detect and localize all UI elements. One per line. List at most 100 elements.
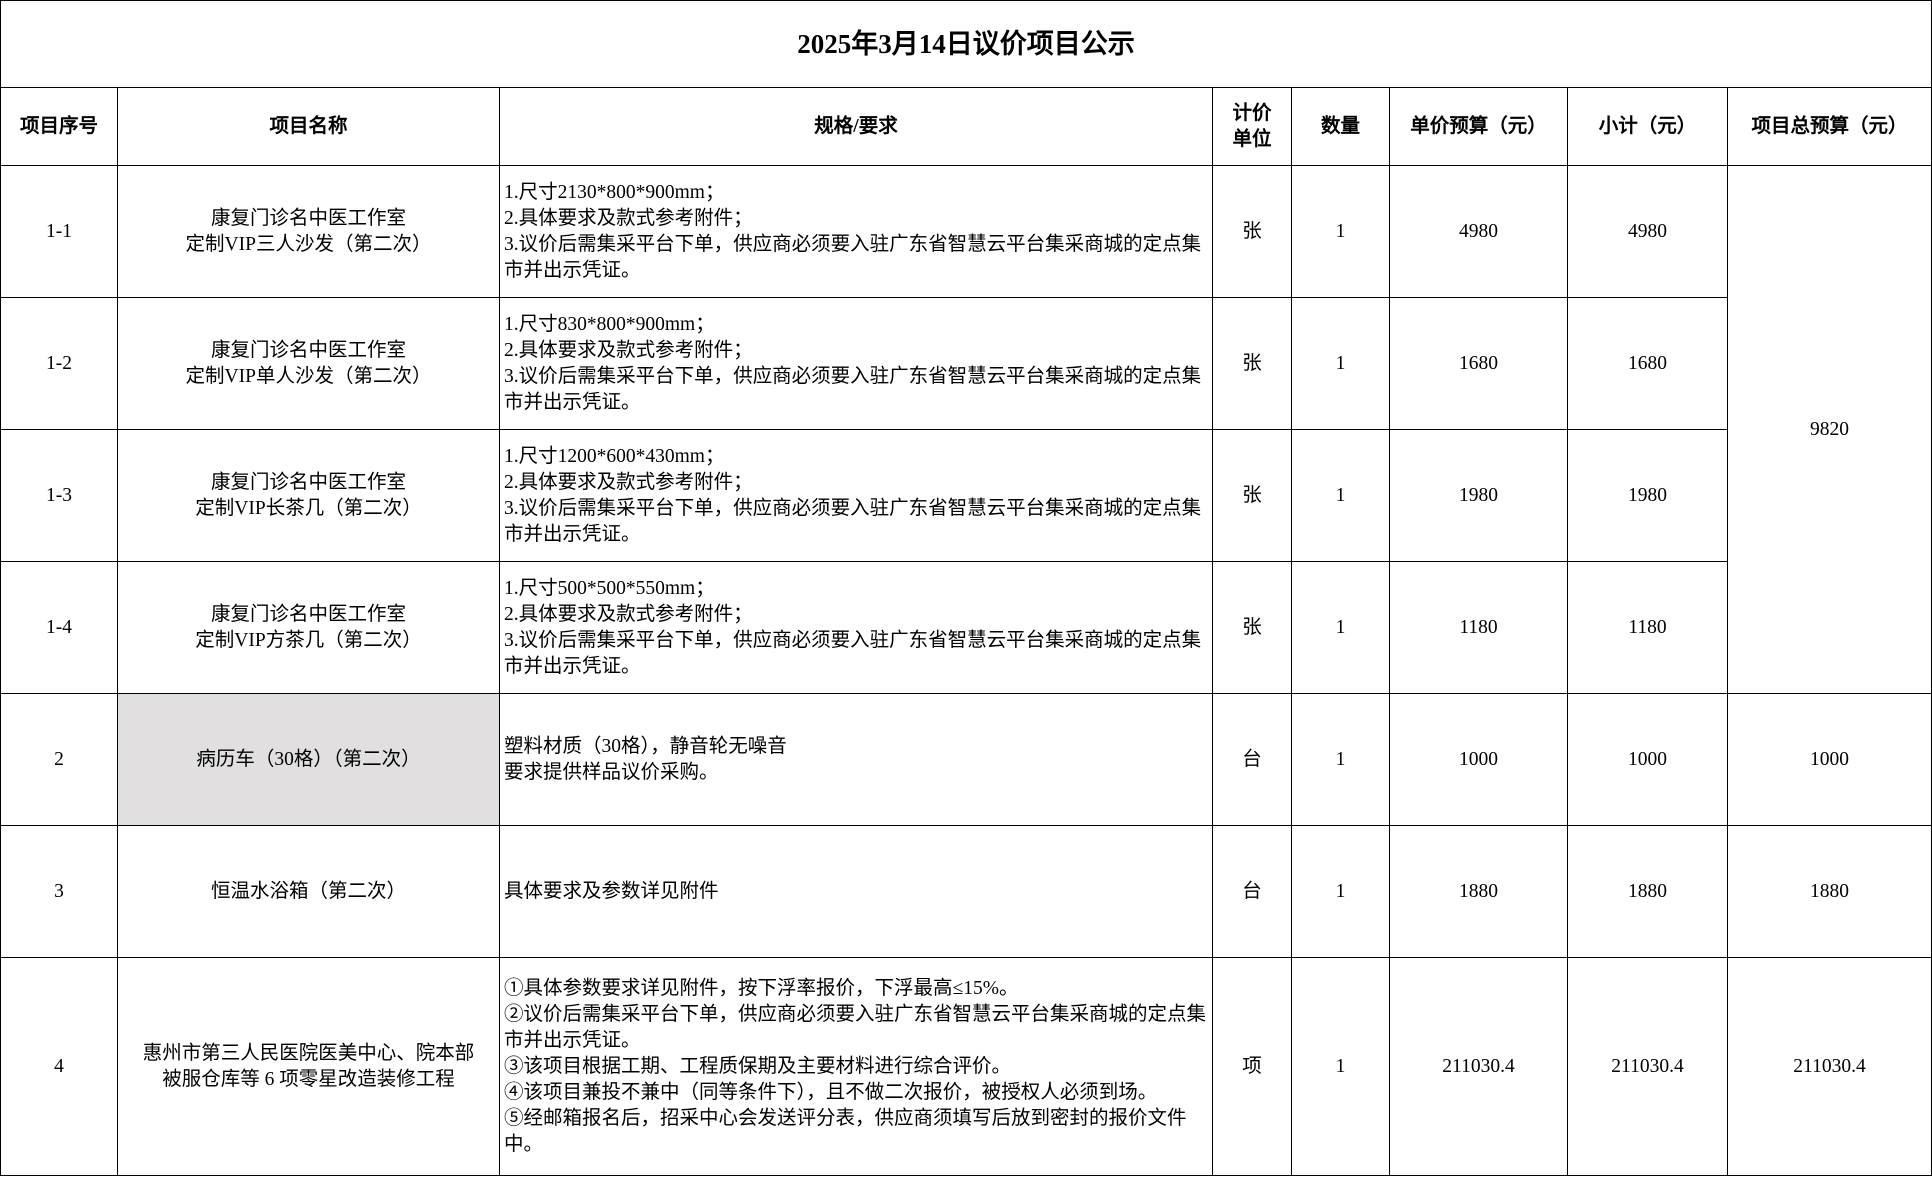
item-spec-line: 1.尺寸830*800*900mm； xyxy=(504,313,715,335)
item-quantity: 1 xyxy=(1291,957,1390,1176)
item-name-line: 惠州市第三人民医院医美中心、院本部 xyxy=(142,1042,475,1064)
item-name: 病历车（30格）（第二次） xyxy=(117,693,500,826)
item-number: 3 xyxy=(0,825,118,958)
item-number: 1-1 xyxy=(0,165,118,298)
item-unit: 张 xyxy=(1212,297,1292,430)
table-row: 1-4 康复门诊名中医工作室 定制VIP方茶几（第二次） 1.尺寸500*500*55… xyxy=(0,561,1932,694)
item-name: 康复门诊名中医工作室 定制VIP长茶几（第二次） xyxy=(117,429,500,562)
item-spec-line: 2.具体要求及款式参考附件； xyxy=(504,471,753,493)
item-spec-line: 2.具体要求及款式参考附件； xyxy=(504,603,753,625)
item-name-line: 康复门诊名中医工作室 xyxy=(210,339,406,361)
item-name-line: 恒温水浴箱（第二次） xyxy=(210,880,406,902)
header-unit: 计价 单位 xyxy=(1212,87,1292,166)
item-name: 康复门诊名中医工作室 定制VIP方茶几（第二次） xyxy=(117,561,500,694)
item-unit-price: 211030.4 xyxy=(1389,957,1568,1176)
item-subtotal: 1980 xyxy=(1567,429,1728,562)
item-name-line: 病历车（30格）（第二次） xyxy=(196,748,421,770)
header-no: 项目序号 xyxy=(0,87,118,166)
item-spec-line: 2.具体要求及款式参考附件； xyxy=(504,339,753,361)
item-unit: 项 xyxy=(1212,957,1292,1176)
item-unit-price: 1680 xyxy=(1389,297,1568,430)
header-price: 单价预算（元） xyxy=(1389,87,1568,166)
table-row: 3 恒温水浴箱（第二次） 具体要求及参数详见附件台 1 1880 1880 1880 xyxy=(0,825,1932,958)
item-quantity: 1 xyxy=(1291,297,1390,430)
item-subtotal: 211030.4 xyxy=(1567,957,1728,1176)
item-spec: 塑料材质（30格），静音轮无噪音 要求提供样品议价采购。 xyxy=(499,693,1213,826)
item-spec-line: 1.尺寸2130*800*900mm； xyxy=(504,181,725,203)
table-row: 1-2 康复门诊名中医工作室 定制VIP单人沙发（第二次） 1.尺寸830*800*9… xyxy=(0,297,1932,430)
item-number: 1-4 xyxy=(0,561,118,694)
item-quantity: 1 xyxy=(1291,825,1390,958)
item-name-line: 被服仓库等 6 项零星改造装修工程 xyxy=(162,1068,455,1090)
item-subtotal: 1880 xyxy=(1567,825,1728,958)
page-title: 2025年3月14日议价项目公示 xyxy=(0,0,1932,88)
item-number: 1-2 xyxy=(0,297,118,430)
item-total: 211030.4 xyxy=(1727,957,1932,1176)
item-spec-line: 要求提供样品议价采购。 xyxy=(504,761,719,783)
header-qty: 数量 xyxy=(1291,87,1390,166)
item-number: 1-3 xyxy=(0,429,118,562)
item-name: 康复门诊名中医工作室定制VIP三人沙发（第二次） xyxy=(117,165,500,298)
item-spec-line: 3.议价后需集采平台下单，供应商必须要入驻广东省智慧云平台集采商城的定点集市并出… xyxy=(504,365,1202,413)
item-unit: 张 xyxy=(1212,561,1292,694)
item-unit: 台 xyxy=(1212,825,1292,958)
item-subtotal: 1180 xyxy=(1567,561,1728,694)
item-subtotal: 1680 xyxy=(1567,297,1728,430)
item-total: 1880 xyxy=(1727,825,1932,958)
item-number: 4 xyxy=(0,957,118,1176)
item-spec: 具体要求及参数详见附件 xyxy=(499,825,1213,958)
item-spec-line: 具体要求及参数详见附件 xyxy=(504,880,719,902)
item-spec-line: 塑料材质（30格），静音轮无噪音 xyxy=(504,735,787,757)
item-unit-price: 1000 xyxy=(1389,693,1568,826)
item-unit-price: 1180 xyxy=(1389,561,1568,694)
item-spec-line: ⑤经邮箱报名后，招采中心会发送评分表，供应商须填写后放到密封的报价文件中。 xyxy=(504,1107,1187,1155)
header-unit-line: 单位 xyxy=(1232,128,1272,150)
item-name-line: 定制VIP长茶几（第二次） xyxy=(195,497,422,519)
item-spec: 1.尺寸1200*600*430mm； 2.具体要求及款式参考附件； 3.议价后需集… xyxy=(499,429,1213,562)
table-row: 1-3 康复门诊名中医工作室 定制VIP长茶几（第二次） 1.尺寸1200*600*4… xyxy=(0,429,1932,562)
table-row: 2 病历车（30格）（第二次） 塑料材质（30格），静音轮无噪音 要求提供样品议价采购… xyxy=(0,693,1932,826)
item-subtotal: 4980 xyxy=(1567,165,1728,298)
item-number: 2 xyxy=(0,693,118,826)
item-spec-line: ④该项目兼投不兼中（同等条件下），且不做二次报价，被授权人必须到场。 xyxy=(504,1081,1158,1103)
item-unit: 张 xyxy=(1212,165,1292,298)
item-spec: 1.尺寸500*500*550mm； 2.具体要求及款式参考附件； 3.议价后需集采… xyxy=(499,561,1213,694)
item-name: 恒温水浴箱（第二次） xyxy=(117,825,500,958)
table-row: 4 惠州市第三人民医院医美中心、院本部 被服仓库等 6 项零星改造装修工程 ①具体参数… xyxy=(0,957,1932,1176)
item-spec-line: 3.议价后需集采平台下单，供应商必须要入驻广东省智慧云平台集采商城的定点集市并出… xyxy=(504,497,1202,545)
item-name-line: 定制VIP方茶几（第二次） xyxy=(195,629,422,651)
item-name-line: 定制VIP单人沙发（第二次） xyxy=(185,365,432,387)
item-name-line: 康复门诊名中医工作室 xyxy=(210,471,406,493)
item-spec-line: ①具体参数要求详见附件，按下浮率报价，下浮最高≤15%。 xyxy=(504,977,1019,999)
item-quantity: 1 xyxy=(1291,165,1390,298)
group-total: 9820 xyxy=(1727,165,1932,694)
item-name: 惠州市第三人民医院医美中心、院本部 被服仓库等 6 项零星改造装修工程 xyxy=(117,957,500,1176)
header-row: 项目序号 项目名称 规格/要求 计价 单位 数量 单价预算（元） 小计（元） 项目… xyxy=(0,87,1932,166)
header-spec: 规格/要求 xyxy=(499,87,1213,166)
item-spec-line: ②议价后需集采平台下单，供应商必须要入驻广东省智慧云平台集采商城的定点集市并出示… xyxy=(504,1003,1207,1051)
item-total: 1000 xyxy=(1727,693,1932,826)
item-spec-line: 3.议价后需集采平台下单，供应商必须要入驻广东省智慧云平台集采商城的定点集市并出… xyxy=(504,233,1202,281)
item-name-line: 康复门诊名中医工作室 xyxy=(210,207,406,229)
item-spec-line: 1.尺寸1200*600*430mm； xyxy=(504,445,725,467)
item-spec: 1.尺寸830*800*900mm； 2.具体要求及款式参考附件； 3.议价后需集采… xyxy=(499,297,1213,430)
header-total: 项目总预算（元） xyxy=(1727,87,1932,166)
item-quantity: 1 xyxy=(1291,693,1390,826)
item-spec-line: 2.具体要求及款式参考附件； xyxy=(504,207,753,229)
item-spec-line: 3.议价后需集采平台下单，供应商必须要入驻广东省智慧云平台集采商城的定点集市并出… xyxy=(504,629,1202,677)
item-unit-price: 1880 xyxy=(1389,825,1568,958)
item-subtotal: 1000 xyxy=(1567,693,1728,826)
item-name-line: 定制VIP三人沙发（第二次） xyxy=(185,233,432,255)
item-unit: 台 xyxy=(1212,693,1292,826)
item-quantity: 1 xyxy=(1291,561,1390,694)
item-spec: ①具体参数要求详见附件，按下浮率报价，下浮最高≤15%。 ②议价后需集采平台下单，… xyxy=(499,957,1213,1176)
item-spec-line: ③该项目根据工期、工程质保期及主要材料进行综合评价。 xyxy=(504,1055,1012,1077)
item-quantity: 1 xyxy=(1291,429,1390,562)
item-unit-price: 4980 xyxy=(1389,165,1568,298)
header-subtotal: 小计（元） xyxy=(1567,87,1728,166)
item-name-line: 康复门诊名中医工作室 xyxy=(210,603,406,625)
table-row: 1-1 康复门诊名中医工作室 定制VIP三人沙发（第二次） 1.尺寸2130*800*… xyxy=(0,165,1932,694)
item-name: 康复门诊名中医工作室定制VIP单人沙发（第二次） xyxy=(117,297,500,430)
item-spec-line: 1.尺寸500*500*550mm； xyxy=(504,577,715,599)
